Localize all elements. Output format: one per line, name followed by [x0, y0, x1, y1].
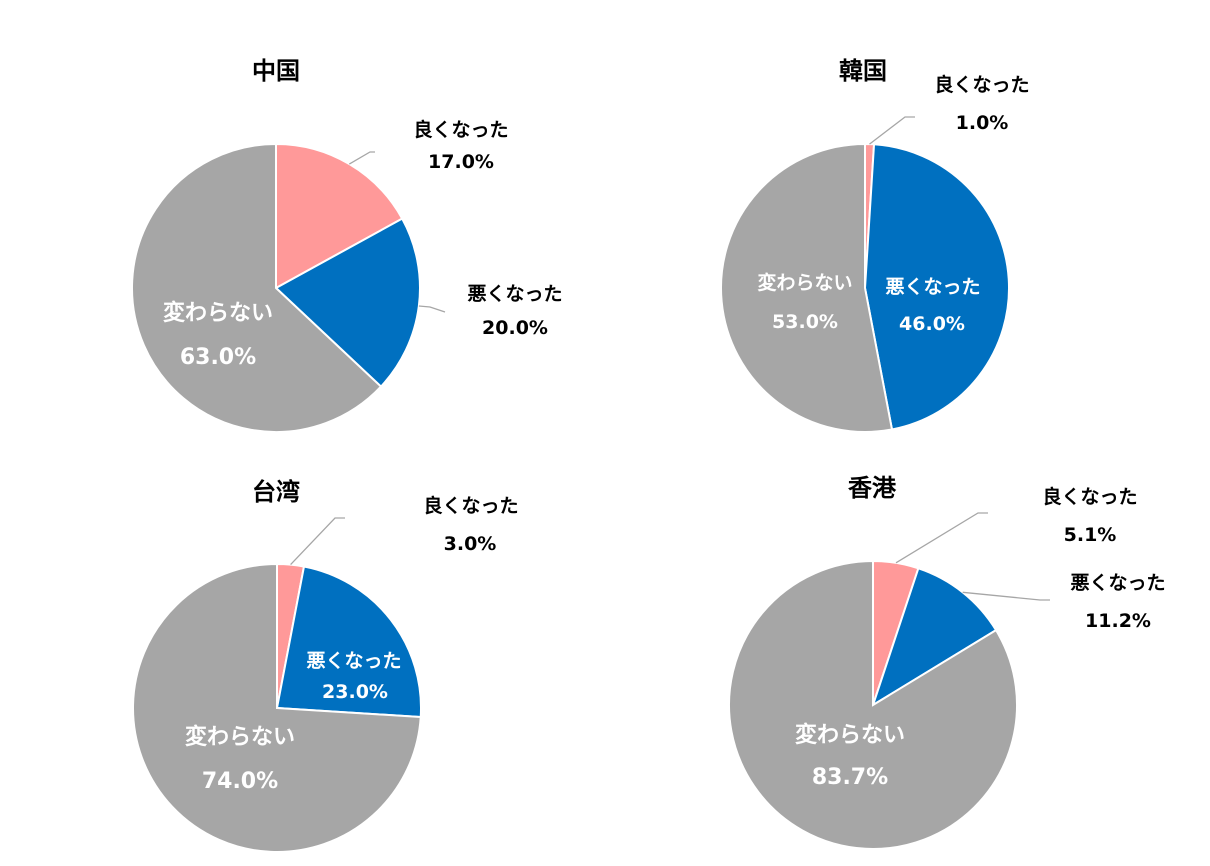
slice-worse [871, 567, 998, 708]
leader-line [962, 591, 1050, 601]
leader-lines [290, 517, 345, 566]
leader-lines [895, 512, 1050, 601]
slice-label-same: 変わらない [163, 300, 273, 326]
slice-value-worse: 11.2% [1085, 610, 1151, 632]
leader-line [418, 305, 446, 313]
chart-title: 韓国 [839, 57, 887, 85]
slice-value-worse: 46.0% [899, 313, 965, 335]
slice-same [132, 562, 422, 853]
pie-chart-china: 中国 良くなった 17.0% 悪くなった 20.0% 変わらない 63.0% [130, 57, 563, 433]
pie-slices [132, 562, 423, 853]
slice-label-same: 変わらない [757, 271, 852, 294]
pie-chart-hongkong: 香港 良くなった 5.1% 悪くなった 11.2% 変わらない 83.7% [728, 474, 1166, 850]
slice-label-better: 良くなった [934, 73, 1029, 96]
slice-value-worse: 20.0% [482, 317, 548, 339]
slice-label-worse: 悪くなった [885, 276, 980, 298]
chart-title: 台湾 [252, 478, 300, 506]
pie-slices [130, 142, 421, 433]
leader-line [290, 517, 345, 566]
leader-line [348, 151, 375, 165]
leader-lines [869, 116, 915, 145]
slice-value-better: 3.0% [444, 533, 497, 555]
slice-value-same: 83.7% [812, 765, 888, 790]
slice-worse [863, 143, 1011, 431]
chart-title: 中国 [252, 57, 300, 85]
slice-value-worse: 23.0% [322, 681, 388, 703]
leader-lines [348, 151, 446, 313]
leader-line [869, 116, 915, 145]
slice-label-same: 変わらない [795, 722, 905, 748]
pie-chart-taiwan: 台湾 良くなった 3.0% 悪くなった 23.0% 変わらない 74.0% [132, 478, 519, 853]
slice-label-better: 良くなった [413, 118, 508, 141]
pie-slices [728, 559, 1018, 850]
slice-same [728, 559, 1018, 850]
slice-label-worse: 悪くなった [306, 650, 401, 672]
slice-worse [274, 217, 421, 388]
chart-title: 香港 [848, 474, 897, 502]
pie-slices [720, 142, 1011, 433]
slice-label-worse: 悪くなった [1070, 572, 1165, 594]
slice-label-better: 良くなった [1042, 485, 1137, 508]
slice-value-same: 63.0% [180, 345, 256, 370]
leader-line [895, 512, 988, 564]
slice-value-better: 5.1% [1064, 524, 1117, 546]
slice-value-same: 53.0% [772, 311, 838, 333]
slice-label-same: 変わらない [185, 724, 295, 750]
slice-label-better: 良くなった [423, 494, 518, 517]
slice-worse [275, 565, 423, 719]
slice-value-better: 1.0% [956, 112, 1009, 134]
slice-same [720, 142, 894, 433]
slice-value-better: 17.0% [428, 151, 494, 173]
slice-same [130, 142, 383, 433]
slice-value-same: 74.0% [202, 769, 278, 794]
pie-chart-korea: 韓国 良くなった 1.0% 悪くなった 46.0% 変わらない 53.0% [720, 57, 1030, 433]
slice-label-worse: 悪くなった [467, 283, 562, 305]
